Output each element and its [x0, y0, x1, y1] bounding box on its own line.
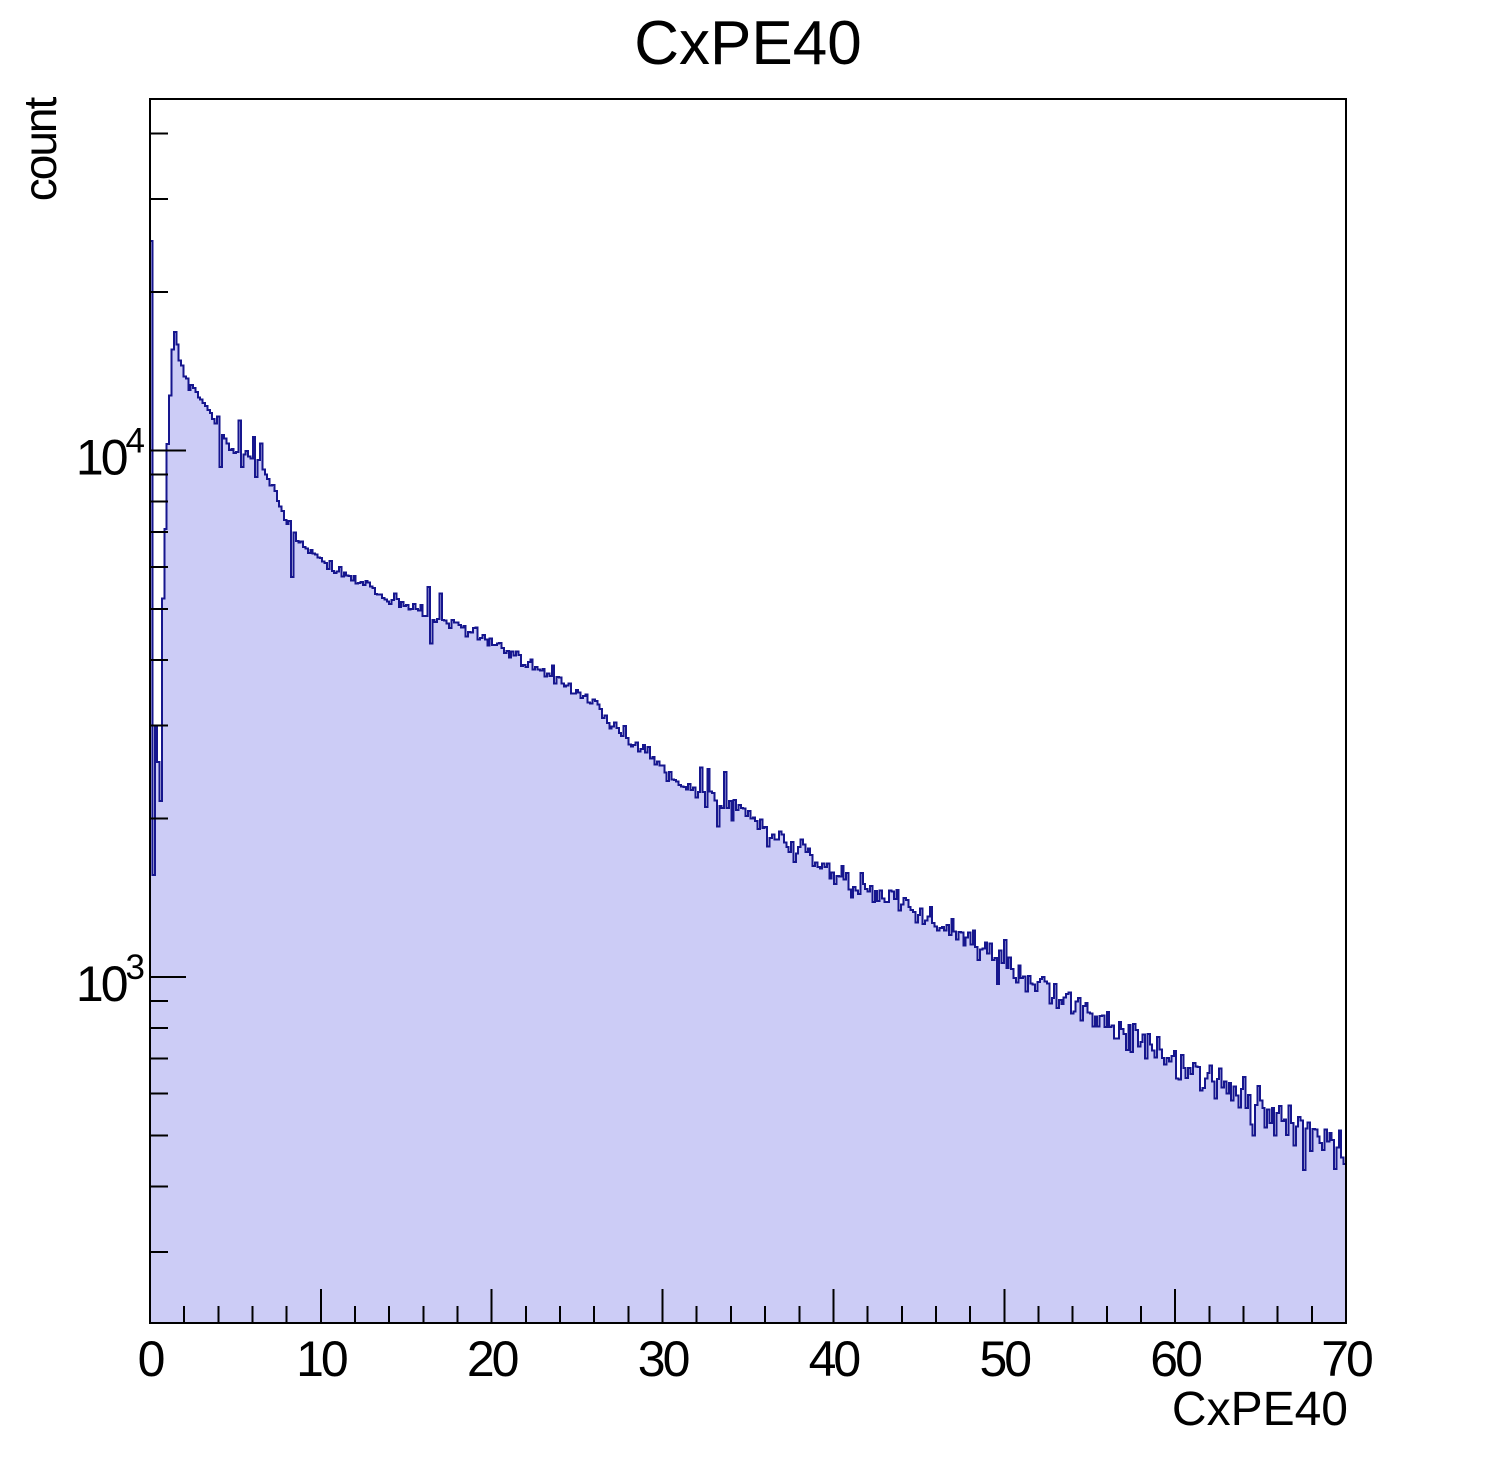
x-tick-label: 0 [138, 1331, 164, 1387]
y-axis-ticks [150, 132, 186, 1254]
y-tick-label: 104 [76, 421, 145, 485]
histogram-area [150, 240, 1346, 1323]
x-tick-label: 70 [1321, 1331, 1372, 1387]
x-tick-label: 10 [296, 1331, 347, 1387]
chart-title: CxPE40 [634, 9, 862, 78]
x-tick-label: 20 [467, 1331, 518, 1387]
x-tick-label: 50 [979, 1331, 1030, 1387]
y-axis-label: count [14, 98, 66, 202]
histogram-outline [149, 239, 1347, 1323]
y-tick-label: 103 [76, 948, 144, 1012]
x-axis-label: CxPE40 [1171, 1383, 1348, 1436]
x-tick-label: 40 [809, 1331, 860, 1387]
y-tick-exponent: 3 [126, 948, 144, 987]
x-tick-label: 60 [1150, 1331, 1201, 1387]
plot-frame [149, 98, 1347, 1324]
y-tick-exponent: 4 [126, 421, 145, 460]
x-tick-label: 30 [638, 1331, 689, 1387]
